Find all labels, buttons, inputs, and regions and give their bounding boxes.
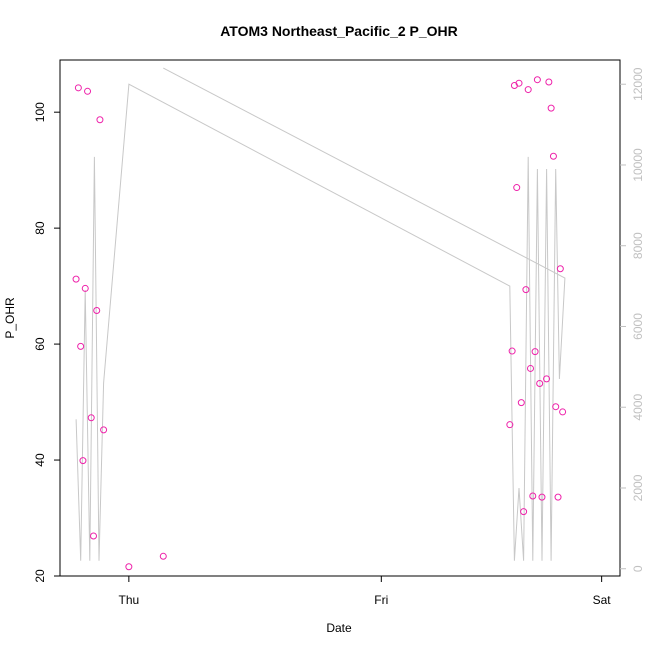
series-line xyxy=(75,67,566,561)
data-point xyxy=(559,408,567,416)
y2-tick-label: 12000 xyxy=(631,67,645,101)
y2-tick-label: 8000 xyxy=(631,232,645,259)
data-point xyxy=(96,116,104,124)
y-axis-label: P_OHR xyxy=(3,297,17,339)
y2-tick-label: 6000 xyxy=(631,313,645,340)
data-point xyxy=(526,364,534,372)
y-axis-left: 20 40 60 80 100 xyxy=(33,102,60,583)
data-point xyxy=(93,306,101,314)
x-tick-label: Thu xyxy=(119,593,140,607)
data-point xyxy=(522,286,530,294)
y-tick-label: 40 xyxy=(33,453,47,467)
data-point xyxy=(72,275,80,283)
data-point xyxy=(90,532,98,540)
series-line-right-axis xyxy=(75,67,566,561)
data-point xyxy=(524,86,532,94)
data-point xyxy=(125,563,133,571)
data-point xyxy=(515,79,523,87)
data-point xyxy=(556,265,564,273)
x-axis-label: Date xyxy=(326,621,352,635)
y-axis-right: 0 2000 4000 6000 8000 10000 12000 xyxy=(620,67,645,572)
data-point xyxy=(554,493,562,501)
data-point xyxy=(506,421,514,429)
data-point xyxy=(533,76,541,84)
series-points-left-axis xyxy=(72,76,567,571)
data-point xyxy=(508,347,516,355)
data-point xyxy=(100,426,108,434)
data-point xyxy=(529,492,537,500)
data-point xyxy=(84,87,92,95)
y2-tick-label: 4000 xyxy=(631,394,645,421)
x-tick-label: Sat xyxy=(593,593,612,607)
data-point xyxy=(74,84,82,92)
data-point xyxy=(538,493,546,501)
data-point xyxy=(543,375,551,383)
y-tick-label: 60 xyxy=(33,337,47,351)
data-point xyxy=(552,403,560,411)
y-tick-label: 100 xyxy=(33,102,47,122)
data-point xyxy=(79,457,87,465)
y2-tick-label: 10000 xyxy=(631,148,645,182)
data-point xyxy=(87,414,95,422)
y-tick-label: 20 xyxy=(33,569,47,583)
y2-tick-label: 2000 xyxy=(631,474,645,501)
plot-box xyxy=(59,59,621,577)
y-tick-label: 80 xyxy=(33,221,47,235)
x-tick-label: Fri xyxy=(374,593,388,607)
data-point xyxy=(81,284,89,292)
y2-tick-label: 0 xyxy=(631,565,645,572)
data-point xyxy=(520,508,528,516)
chart-title: ATOM3 Northeast_Pacific_2 P_OHR xyxy=(220,23,458,39)
data-point xyxy=(536,380,544,388)
data-point xyxy=(549,152,557,160)
data-point xyxy=(77,342,85,350)
data-point xyxy=(517,399,525,407)
data-point xyxy=(513,184,521,192)
data-point xyxy=(159,552,167,560)
x-axis: Thu Fri Sat xyxy=(119,576,612,607)
data-point xyxy=(545,78,553,86)
data-point xyxy=(531,348,539,356)
data-point xyxy=(547,104,555,112)
